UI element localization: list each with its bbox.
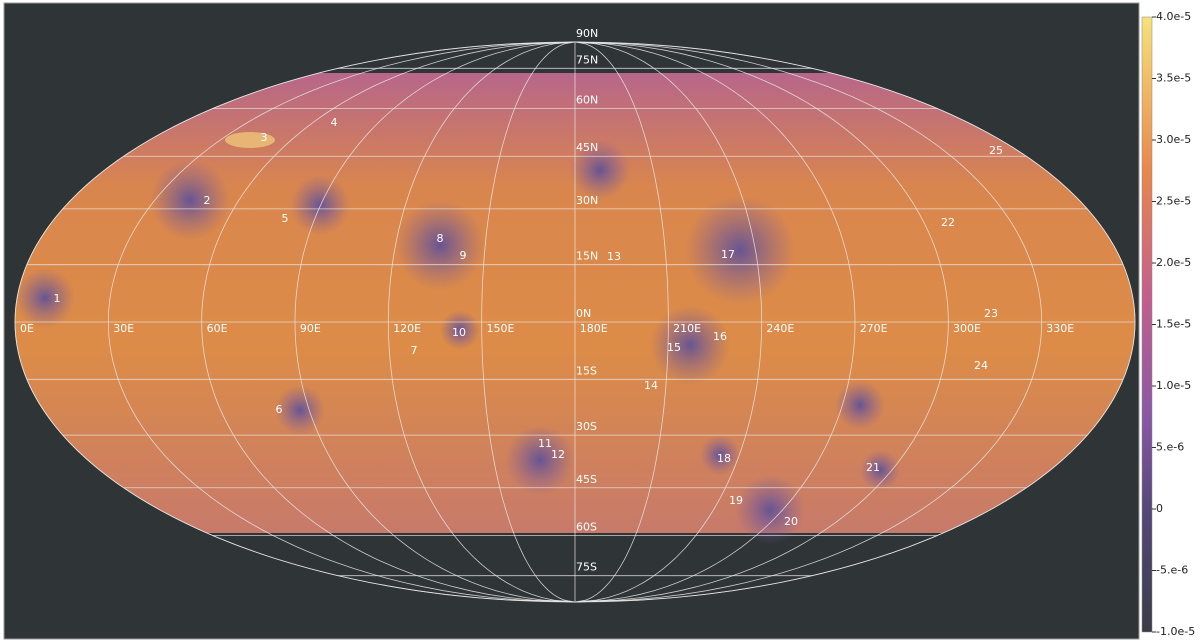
feature-label: 19 [729,494,743,507]
feature-label: 18 [717,452,731,465]
colorbar-tick-label: 2.0e-5 [1156,256,1191,269]
feature-label: 6 [276,403,283,416]
dark-region [650,305,730,385]
colorbar-tick-label: 0 [1156,502,1163,515]
longitude-label: 330E [1046,322,1074,335]
feature-label: 25 [989,144,1003,157]
latitude-label: 90N [576,27,598,40]
feature-label: 8 [437,232,444,245]
feature-label: 14 [644,379,658,392]
latitude-label: 15N [576,250,598,263]
longitude-label: 90E [300,322,321,335]
latitude-label: 30N [576,194,598,207]
colorbar-tick-label: 1.5e-5 [1156,318,1191,331]
feature-label: 11 [538,437,552,450]
feature-label: 21 [866,461,880,474]
dark-region [290,175,350,235]
feature-label: 24 [974,359,988,372]
latitude-label: 60N [576,94,598,107]
meridian [574,41,763,603]
longitude-label: 210E [673,322,701,335]
dark-region [505,425,575,495]
feature-label: 9 [460,249,467,262]
latitude-label: 30S [576,420,597,433]
latitude-label: 75S [576,561,597,574]
colorbar-tick-label: 1.0e-5 [1156,379,1191,392]
dark-region [735,475,805,545]
meridian [387,41,576,603]
dark-region [395,200,485,290]
feature-label: 22 [941,216,955,229]
dark-region [275,385,325,435]
meridian [481,41,576,603]
meridian [574,41,1043,603]
longitude-label: 180E [580,322,608,335]
latitude-label: 15S [576,364,597,377]
longitude-label: 30E [113,322,134,335]
bright-region [225,132,275,148]
colorbar-tick-label: 4.0e-5 [1156,10,1191,23]
feature-label: 17 [721,248,735,261]
dark-region [685,195,795,305]
meridian [574,41,856,603]
meridian [574,41,949,603]
latitude-label: 45N [576,141,598,154]
feature-label: 4 [331,116,338,129]
meridian [14,41,576,603]
longitude-label: 0E [20,322,34,335]
latitude-label: 45S [576,473,597,486]
longitude-label: 240E [766,322,794,335]
feature-label: 2 [204,194,211,207]
longitude-label: 270E [860,322,888,335]
meridian [574,41,1136,603]
dark-region [440,310,480,350]
colorbar-tick-label: 3.0e-5 [1156,133,1191,146]
feature-label: 13 [607,250,621,263]
dark-region [700,435,740,475]
longitude-label: 150E [487,322,515,335]
meridian [107,41,576,603]
longitude-label: 120E [393,322,421,335]
meridian [201,41,576,603]
longitude-label: 60E [207,322,228,335]
dark-region [150,160,230,240]
latitude-label: 0N [576,307,591,320]
colorbar-tick-label: 3.5e-5 [1156,72,1191,85]
feature-label: 1 [54,292,61,305]
longitude-label: 300E [953,322,981,335]
feature-label: 3 [261,131,268,144]
feature-label: 7 [411,344,418,357]
colorbar-tick-label: -1.0e-5 [1156,625,1195,638]
dark-region [15,268,75,328]
meridian [294,41,576,603]
feature-label: 23 [984,307,998,320]
feature-label: 10 [452,326,466,339]
feature-label: 16 [713,330,727,343]
dark-region [835,380,885,430]
colorbar-tick-label: 5.e-6 [1156,441,1184,454]
feature-label: 12 [551,448,565,461]
meridian [574,41,669,603]
dark-region [570,140,630,200]
colorbar-tick-label: -5.e-6 [1156,564,1188,577]
feature-label: 5 [282,212,289,225]
feature-label: 20 [784,515,798,528]
latitude-label: 75N [576,53,598,66]
dark-region [860,450,900,490]
latitude-label: 60S [576,520,597,533]
colorbar-tick-label: 2.5e-5 [1156,195,1191,208]
colorbar [1141,16,1153,633]
feature-label: 15 [667,341,681,354]
